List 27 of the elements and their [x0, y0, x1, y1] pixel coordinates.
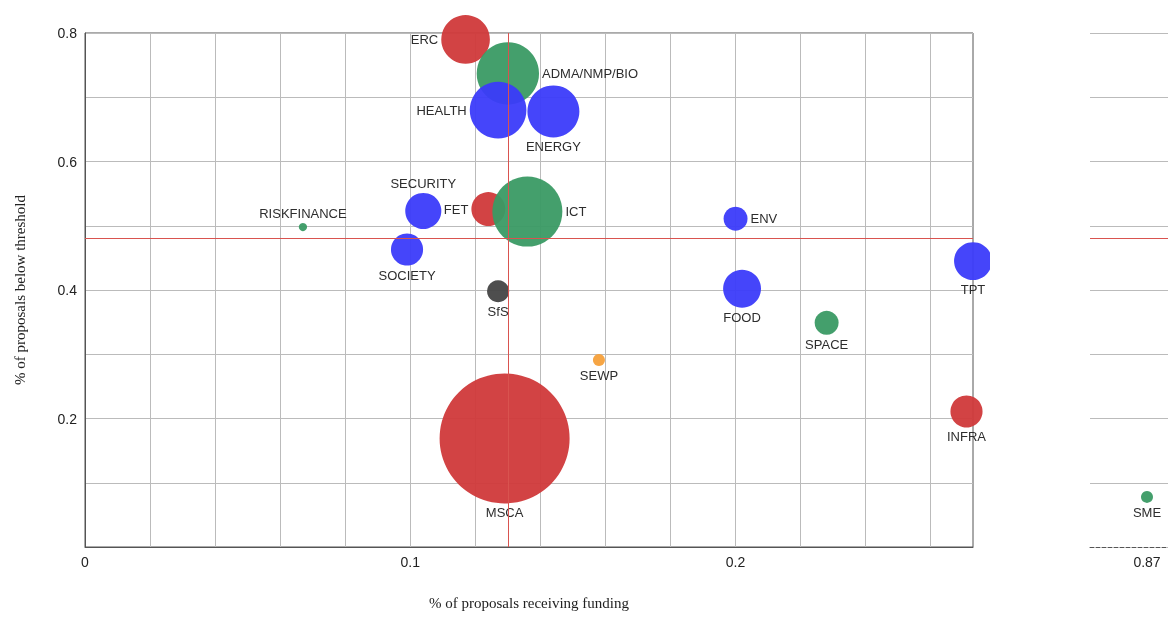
- series-label: SOCIETY: [378, 267, 436, 283]
- x-axis-title: % of proposals receiving funding: [429, 594, 630, 611]
- y-tick-label: 0.8: [57, 25, 78, 41]
- y-axis-title: % of proposals below threshold: [11, 194, 28, 385]
- series-label: ADMA/NMP/BIO: [542, 65, 639, 81]
- y-tick-label: 0.6: [57, 153, 78, 170]
- series-label: INFRA: [946, 429, 987, 445]
- series-label: SPACE: [805, 336, 849, 352]
- series-label: RISKFINANCE: [259, 205, 347, 221]
- x-tick-label: 0.87: [1133, 554, 1161, 570]
- series-label: FOOD: [723, 309, 761, 325]
- series-label: SEWP: [579, 368, 619, 384]
- series-label: ENERGY: [525, 139, 582, 155]
- series-label: ERC: [410, 31, 439, 47]
- series-label: SfS: [487, 304, 509, 320]
- series-label: ENV: [750, 211, 778, 227]
- series-label: TPT: [960, 282, 986, 298]
- series-label: FET: [443, 201, 469, 217]
- x-tick-label: 0.2: [725, 554, 746, 570]
- series-label: SME: [1132, 504, 1162, 520]
- x-tick-label: 0: [81, 554, 90, 570]
- series-label: SECURITY: [390, 175, 457, 191]
- y-tick-label: 0.4: [57, 282, 78, 298]
- series-label: HEALTH: [416, 102, 467, 118]
- series-label: ICT: [565, 204, 587, 220]
- y-tick-label: 0.2: [57, 410, 78, 427]
- x-tick-label: 0.1: [400, 554, 421, 570]
